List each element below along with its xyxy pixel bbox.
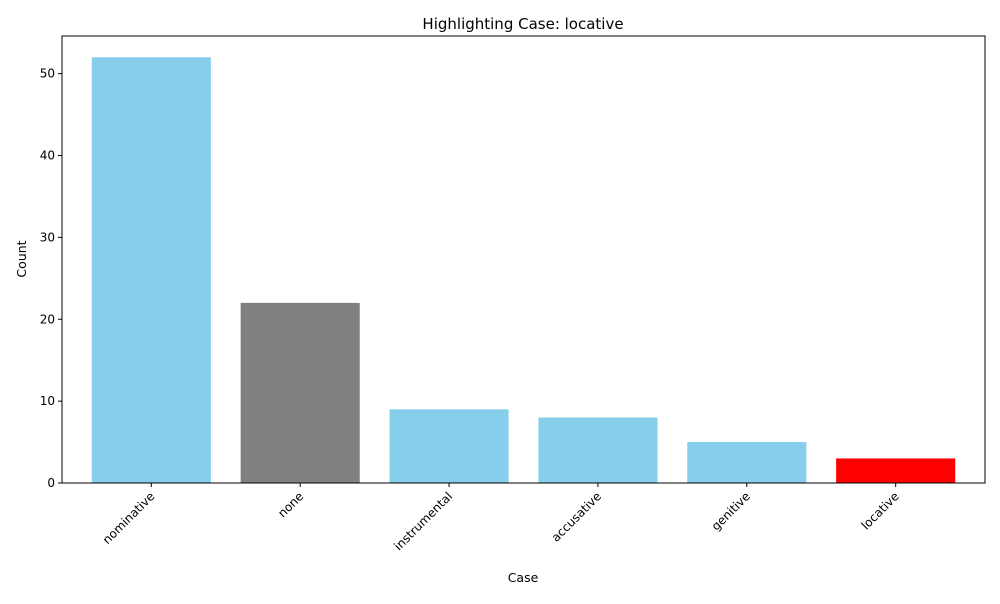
chart-title: Highlighting Case: locative xyxy=(422,15,623,33)
y-tick-label: 20 xyxy=(40,312,55,326)
y-tick-label: 50 xyxy=(40,67,55,81)
bar-instrumental xyxy=(389,409,509,483)
bar-genitive xyxy=(687,442,807,483)
y-tick-label: 10 xyxy=(40,394,55,408)
y-axis-title: Count xyxy=(14,240,29,277)
bar-accusative xyxy=(538,417,658,483)
bar-none xyxy=(240,302,360,483)
x-axis-title: Case xyxy=(508,570,539,585)
bar-locative xyxy=(836,458,956,483)
bars-layer xyxy=(91,57,956,484)
plot-area-frame xyxy=(61,35,986,484)
bar-nominative xyxy=(91,57,211,484)
y-tick-label: 30 xyxy=(40,230,55,244)
y-tick-label: 40 xyxy=(40,149,55,163)
y-axis-ticks: 0 10 20 30 40 50 xyxy=(40,67,62,490)
y-tick-label: 0 xyxy=(47,476,55,490)
